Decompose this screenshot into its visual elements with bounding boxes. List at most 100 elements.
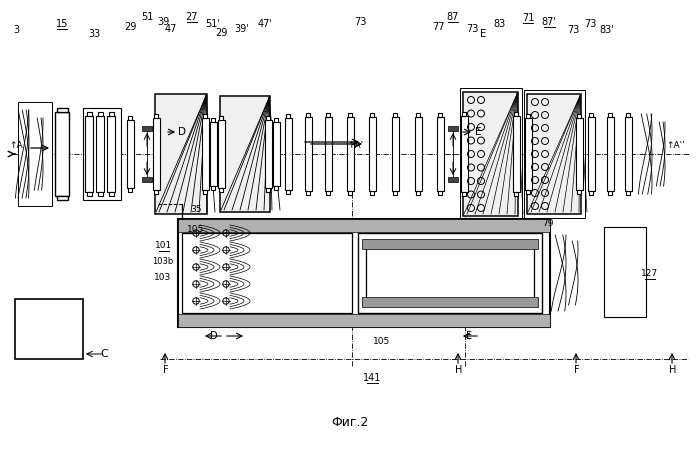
Bar bbox=[108, 192, 113, 196]
Bar bbox=[366, 245, 534, 301]
Bar bbox=[218, 120, 225, 188]
Text: 3: 3 bbox=[13, 25, 19, 35]
Bar bbox=[203, 190, 207, 194]
Bar bbox=[462, 112, 466, 116]
Bar bbox=[202, 118, 209, 190]
Bar bbox=[220, 96, 270, 212]
Bar bbox=[391, 117, 398, 191]
Bar bbox=[154, 114, 158, 118]
Bar bbox=[266, 116, 270, 120]
Text: 87': 87' bbox=[542, 17, 557, 27]
Bar bbox=[142, 126, 152, 131]
Text: F: F bbox=[574, 365, 580, 375]
Text: D: D bbox=[178, 127, 186, 137]
Bar bbox=[18, 102, 52, 206]
Bar bbox=[438, 191, 442, 195]
Text: Фиг.2: Фиг.2 bbox=[331, 415, 369, 429]
Text: 77: 77 bbox=[432, 22, 444, 32]
Text: 35: 35 bbox=[190, 204, 202, 213]
Text: 83': 83' bbox=[600, 25, 615, 35]
Bar bbox=[589, 191, 593, 195]
Bar bbox=[178, 314, 550, 327]
Bar bbox=[437, 117, 444, 191]
Bar bbox=[128, 188, 132, 192]
Text: E: E bbox=[480, 29, 486, 39]
Text: 39': 39' bbox=[234, 24, 249, 34]
Bar bbox=[463, 92, 518, 216]
Bar bbox=[153, 118, 160, 190]
Bar bbox=[524, 118, 531, 190]
Bar bbox=[107, 116, 115, 192]
Text: 47': 47' bbox=[258, 19, 272, 29]
Bar bbox=[348, 191, 352, 195]
Text: 105: 105 bbox=[373, 337, 391, 346]
Bar bbox=[87, 192, 92, 196]
Bar bbox=[306, 191, 310, 195]
Bar bbox=[626, 113, 630, 117]
Text: E: E bbox=[475, 127, 482, 137]
Text: ↑A': ↑A' bbox=[347, 142, 363, 150]
Bar bbox=[286, 114, 290, 118]
Bar bbox=[346, 117, 354, 191]
Bar bbox=[128, 116, 132, 120]
Text: 73: 73 bbox=[584, 19, 596, 29]
Bar bbox=[627, 233, 637, 313]
Text: 73: 73 bbox=[354, 17, 366, 27]
Text: C: C bbox=[100, 349, 108, 359]
Bar bbox=[83, 108, 121, 200]
Bar bbox=[286, 190, 290, 194]
Bar bbox=[606, 117, 613, 191]
Bar bbox=[348, 113, 352, 117]
Text: ↑A: ↑A bbox=[9, 142, 23, 150]
Text: 141: 141 bbox=[363, 373, 382, 383]
Bar bbox=[577, 190, 581, 194]
Bar bbox=[362, 239, 538, 249]
Bar bbox=[462, 192, 466, 196]
Text: D: D bbox=[210, 331, 218, 341]
Bar bbox=[370, 191, 374, 195]
Bar bbox=[370, 113, 374, 117]
Bar bbox=[575, 118, 582, 190]
Bar bbox=[306, 113, 310, 117]
Bar bbox=[155, 94, 207, 214]
Bar bbox=[85, 116, 93, 192]
Bar bbox=[96, 116, 104, 192]
Text: 29: 29 bbox=[215, 28, 228, 38]
Bar bbox=[608, 191, 612, 195]
Bar bbox=[358, 233, 542, 313]
Bar bbox=[362, 297, 538, 307]
Bar bbox=[87, 112, 92, 116]
Text: 103: 103 bbox=[155, 272, 172, 281]
Bar bbox=[154, 190, 158, 194]
Bar bbox=[368, 117, 375, 191]
Bar bbox=[97, 112, 102, 116]
Bar bbox=[274, 118, 278, 122]
Bar bbox=[209, 122, 216, 186]
Bar bbox=[416, 113, 420, 117]
Bar bbox=[589, 113, 593, 117]
Text: 127: 127 bbox=[641, 270, 659, 278]
Bar bbox=[178, 219, 550, 232]
Bar bbox=[527, 94, 581, 214]
Bar bbox=[577, 114, 581, 118]
Bar bbox=[178, 219, 550, 327]
Text: 47: 47 bbox=[164, 24, 177, 34]
Bar bbox=[326, 191, 330, 195]
Bar bbox=[448, 126, 458, 131]
Bar bbox=[57, 196, 67, 200]
Bar bbox=[274, 186, 278, 190]
Bar bbox=[203, 114, 207, 118]
Bar bbox=[512, 116, 519, 192]
Text: 87: 87 bbox=[447, 12, 459, 22]
Bar bbox=[142, 177, 152, 182]
Bar bbox=[414, 117, 421, 191]
Bar bbox=[15, 299, 83, 359]
Bar bbox=[526, 114, 530, 118]
Bar bbox=[524, 90, 585, 218]
Bar bbox=[393, 191, 397, 195]
Bar bbox=[514, 112, 518, 116]
Text: 83: 83 bbox=[493, 19, 505, 29]
Bar bbox=[587, 117, 594, 191]
Text: 105: 105 bbox=[188, 224, 204, 233]
Bar bbox=[626, 191, 630, 195]
